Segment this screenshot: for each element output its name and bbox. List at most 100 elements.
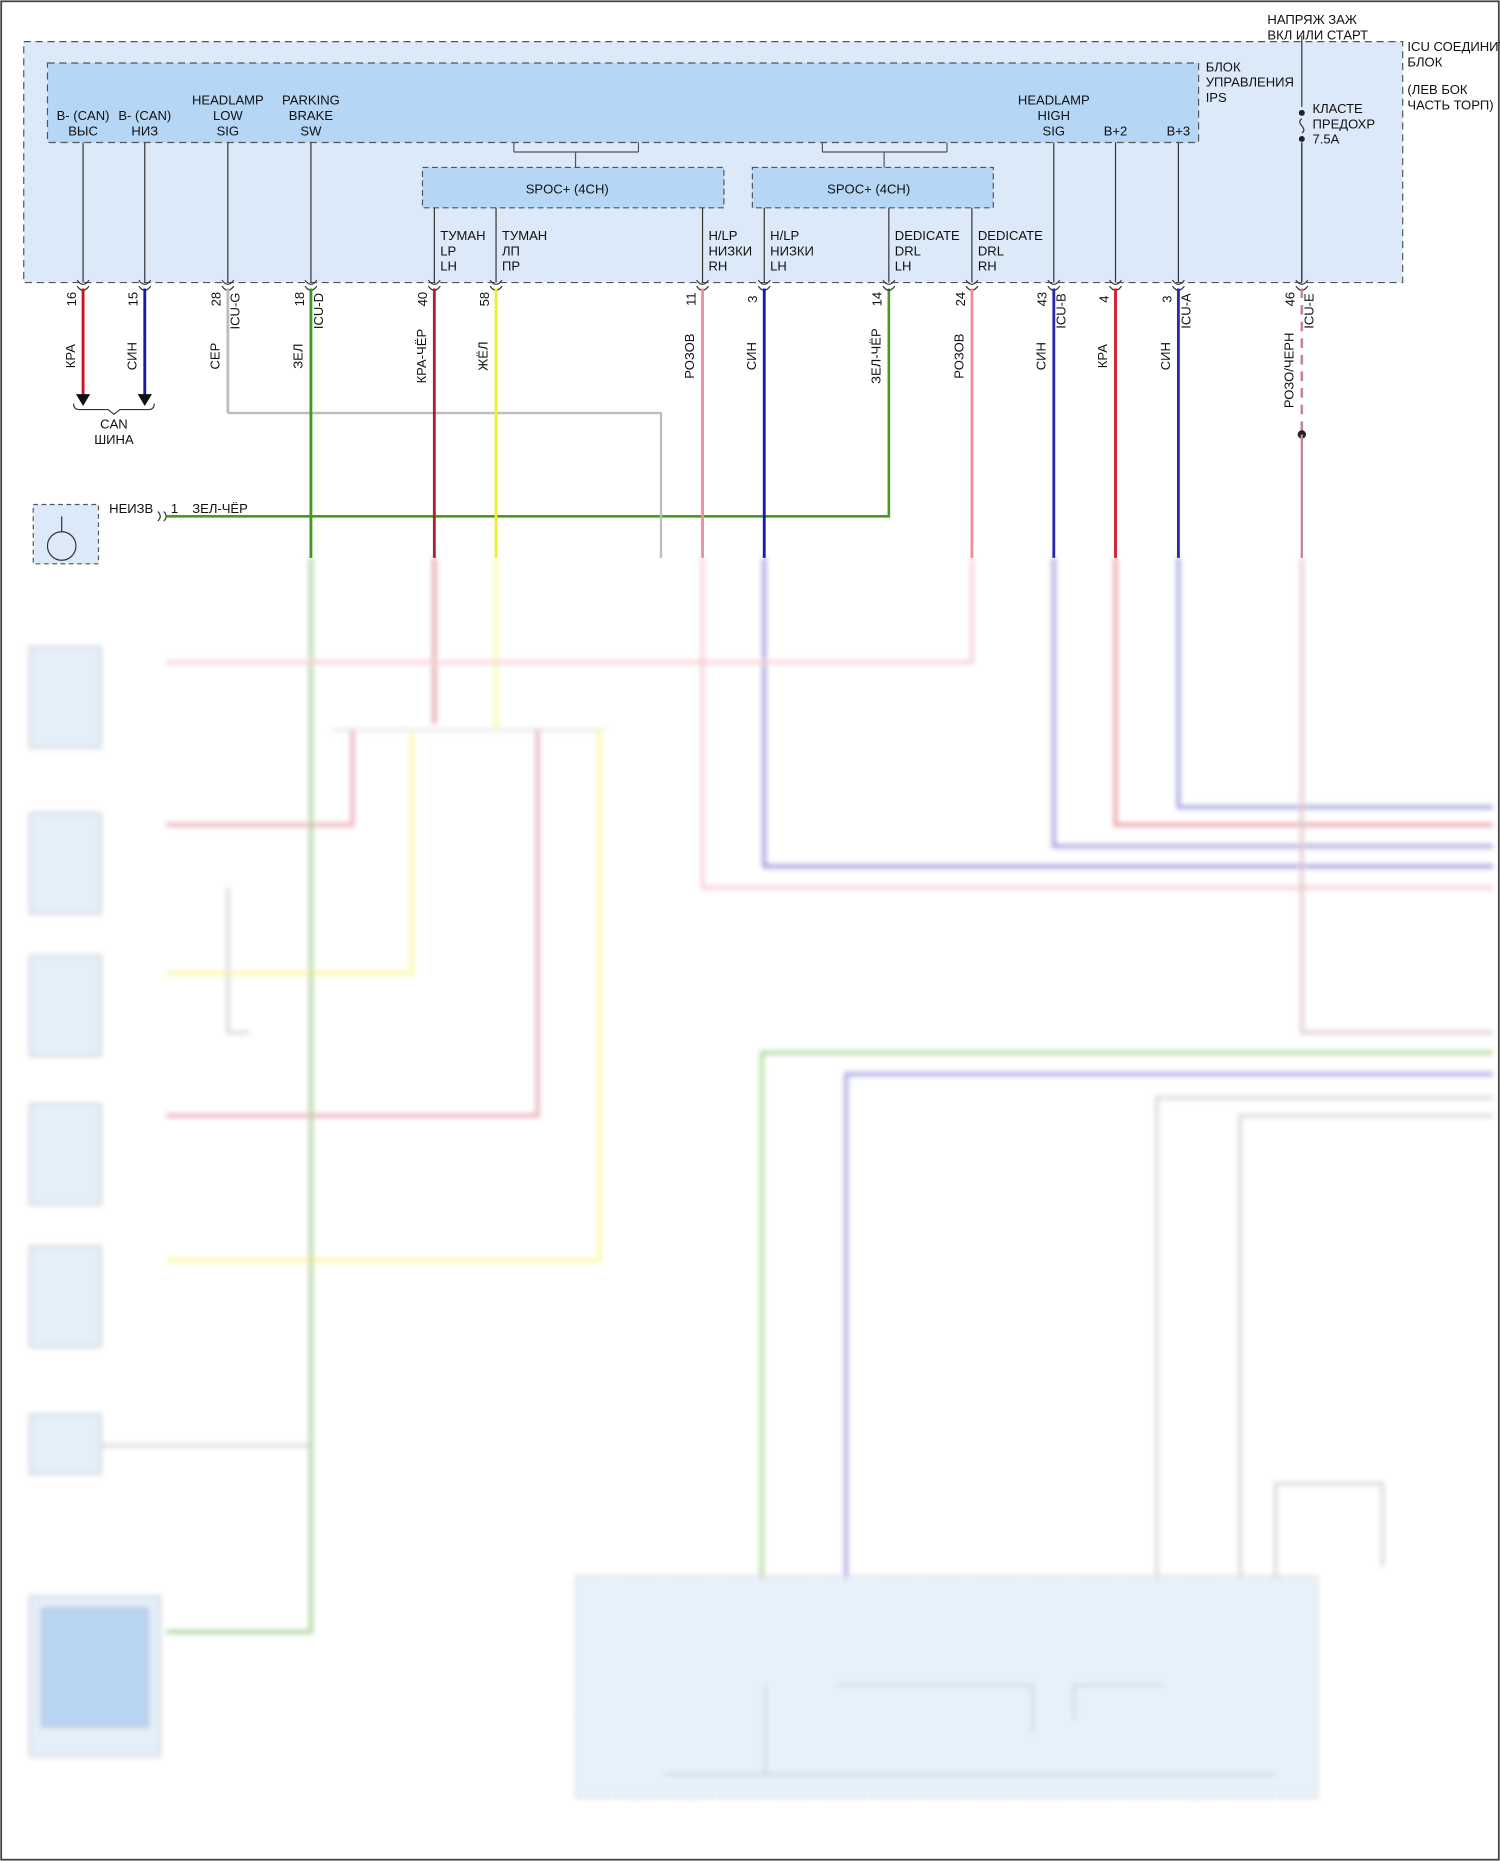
wire-color: ЗЕЛ [291,344,306,369]
supply-label: НАПРЯЖ ЗАЖ [1267,12,1357,27]
connector-name: ICU-A [1178,293,1193,329]
component [29,646,102,749]
pin-number: 28 [209,292,224,307]
terminal-label: HEADLAMP [192,93,264,108]
connector-name: ICU-E [1302,293,1317,329]
terminal-label: SW [300,123,322,138]
terminal-label: H/LP [770,228,799,243]
pin-number: 46 [1283,292,1298,307]
terminal-label: H/LP [708,228,737,243]
terminal-label: B- (CAN) [118,108,171,123]
component [29,954,102,1057]
fuse-label: 7.5A [1313,132,1340,147]
fuse-dot [1298,109,1305,116]
unknown-label: НЕИЗВ [109,501,153,516]
can-label: CAN [100,417,128,432]
wire-color: РОЗОВ [952,333,967,378]
connector-name: ICU-D [311,293,326,329]
pin-number: 16 [64,292,79,307]
wire [227,411,663,558]
wire [1300,557,1493,1035]
wire-color: СИН [1033,342,1048,370]
terminal-label: DEDICATE [895,228,960,243]
module-circuit [664,1684,1276,1775]
pin-number: 11 [683,292,698,306]
terminal-label: ЛП [502,243,520,258]
terminal-label: B+3 [1167,123,1191,138]
wire [166,288,891,518]
component [29,1245,102,1348]
wire [166,729,540,1118]
terminal-label: LH [440,259,457,274]
connector-mark [882,279,896,291]
ips-block [46,62,1200,144]
terminal-label: LP [440,243,456,258]
spoc-label: SPOC+ (4CH) [526,182,609,197]
component [29,812,102,915]
wire-color: СИН [124,342,139,370]
pin-number: 43 [1035,292,1050,307]
wire-color: РОЗОВ [682,333,697,378]
terminal-label: BRAKE [289,108,334,123]
terminal-label: SIG [1043,123,1065,138]
wire-color: СИН [1158,342,1173,370]
wire [844,1072,1493,1579]
supply-label: ВКЛ ИЛИ СТАРТ [1267,27,1368,42]
pin-number: 3 [1159,296,1174,303]
wire-color: КРА [1095,344,1110,368]
wire [166,557,974,664]
wire-color: КРА [63,344,78,368]
fuse-label: ПРЕДОХР [1313,116,1376,131]
spoc-label: SPOC+ (4CH) [827,182,910,197]
wire-color: КРА-ЧЁР [414,329,429,384]
terminal-label: RH [978,259,997,274]
terminal-label: HEADLAMP [1018,93,1090,108]
unknown-wire: ЗЕЛ-ЧЁР [192,501,248,516]
terminal-label: ТУМАН [502,228,547,243]
pin-number: 24 [953,292,968,307]
wire-color: ЗЕЛ-ЧЁР [869,328,884,384]
pin-number: 18 [292,292,307,307]
pin-number: 4 [1096,296,1111,303]
wire-arrow [75,394,91,406]
terminal-label: НИЗКИ [770,243,814,258]
terminal-label: DEDICATE [978,228,1043,243]
terminal-label: HIGH [1037,108,1070,123]
icu-label: БЛОК [1407,55,1442,70]
terminal-label: ТУМАН [440,228,485,243]
terminal-label: RH [708,259,727,274]
wire [762,557,1493,868]
wire [100,887,1493,1579]
wire [760,1051,1493,1579]
terminal-label: PARKING [282,93,340,108]
terminal-label: DRL [978,243,1004,258]
spoc-link [513,142,948,168]
connector-name: ICU-B [1054,293,1069,329]
terminal-label: SIG [217,123,239,138]
terminal-label: ПР [502,259,520,274]
wire [701,557,1493,890]
module [574,1575,1318,1799]
pin-number: 3 [745,296,760,303]
connector-name: ICU-G [228,293,243,330]
terminal-label: LH [770,259,787,274]
terminal-label: B+2 [1104,123,1128,138]
ips-label: БЛОК [1206,59,1241,74]
pin-number: 14 [870,292,885,307]
ips-label: УПРАВЛЕНИЯ [1206,75,1294,90]
terminal-label: B- (CAN) [57,108,110,123]
terminal-label: DRL [895,243,921,258]
wire-color: СЕР [208,342,223,369]
pin-number: 15 [126,292,141,307]
icu-label: (ЛЕВ БОК [1407,82,1467,97]
wire [1052,557,1493,848]
ips-label: IPS [1206,90,1227,105]
terminal-label: LOW [213,108,243,123]
spoc-box [751,166,994,209]
wire-color: СИН [744,342,759,370]
spoc-box [421,166,725,209]
pin-number: 58 [477,292,492,307]
